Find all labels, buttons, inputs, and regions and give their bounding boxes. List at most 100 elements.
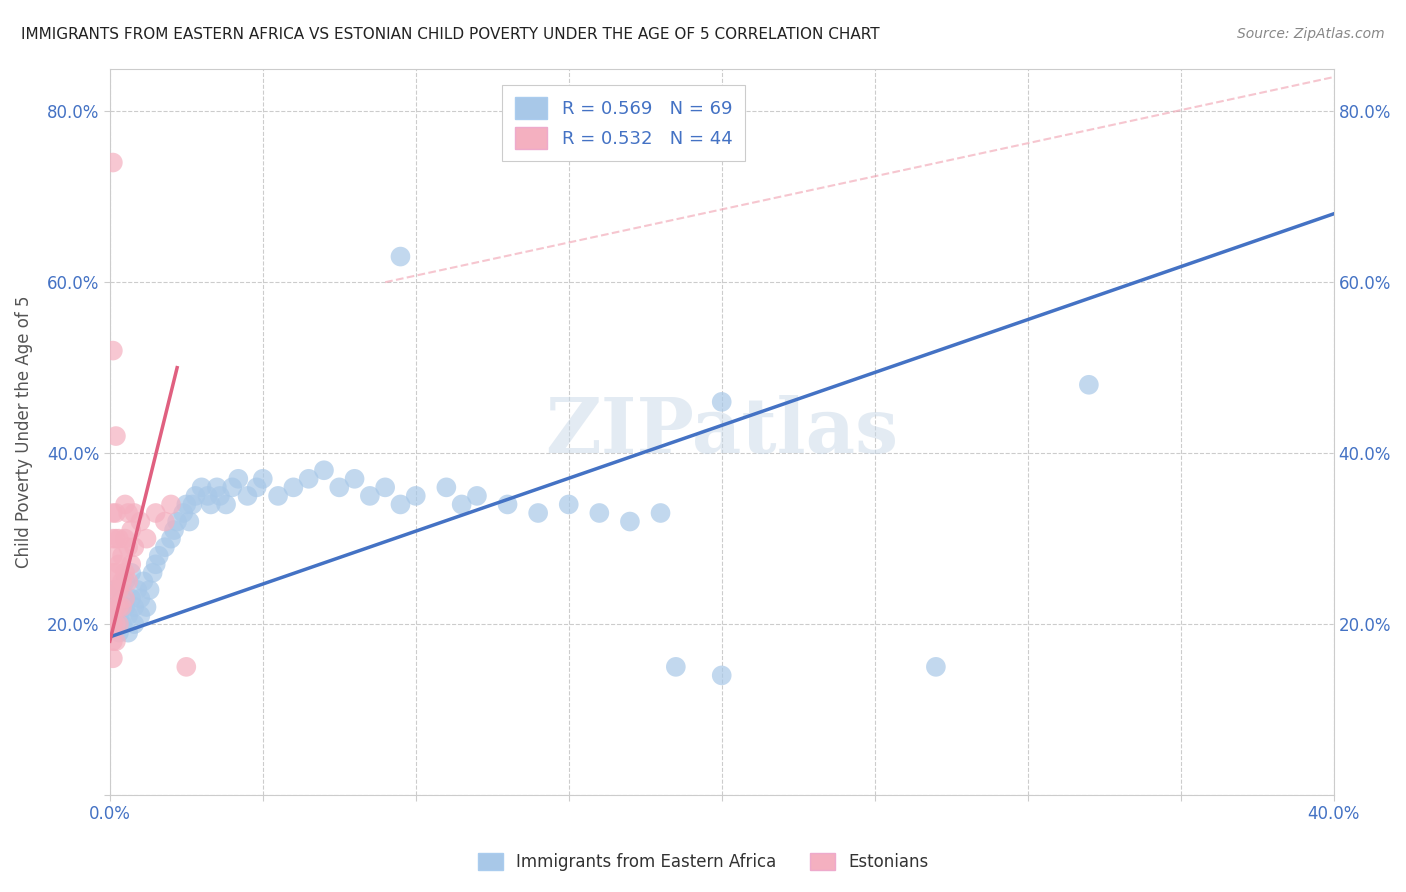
Point — [129, 515, 152, 529]
Point — [190, 480, 212, 494]
Point — [111, 591, 134, 606]
Text: ZIPatlas: ZIPatlas — [546, 395, 898, 469]
Point — [114, 574, 136, 589]
Point — [108, 608, 131, 623]
Point — [104, 532, 127, 546]
Point — [117, 540, 139, 554]
Point — [176, 660, 198, 674]
Point — [124, 506, 146, 520]
Point — [665, 660, 688, 674]
Point — [111, 549, 134, 563]
Point — [120, 566, 142, 580]
Point — [343, 472, 366, 486]
Point — [104, 634, 127, 648]
Point — [450, 498, 472, 512]
Point — [104, 506, 127, 520]
Point — [184, 489, 207, 503]
Point — [114, 498, 136, 512]
Point — [108, 582, 131, 597]
Point — [104, 617, 127, 632]
Point — [138, 582, 160, 597]
Point — [132, 574, 155, 589]
Point — [496, 498, 519, 512]
Point — [104, 617, 127, 632]
Point — [166, 515, 188, 529]
Point — [108, 532, 131, 546]
Point — [650, 506, 672, 520]
Point — [117, 608, 139, 623]
Point — [101, 582, 124, 597]
Y-axis label: Child Poverty Under the Age of 5: Child Poverty Under the Age of 5 — [15, 295, 32, 568]
Point — [101, 651, 124, 665]
Point — [246, 480, 269, 494]
Point — [111, 574, 134, 589]
Point — [179, 515, 201, 529]
Point — [135, 532, 157, 546]
Point — [172, 506, 194, 520]
Point — [619, 515, 641, 529]
Point — [1077, 377, 1099, 392]
Point — [527, 506, 550, 520]
Point — [710, 668, 733, 682]
Point — [111, 617, 134, 632]
Point — [104, 582, 127, 597]
Point — [117, 625, 139, 640]
Point — [208, 489, 231, 503]
Point — [127, 582, 149, 597]
Point — [120, 523, 142, 537]
Point — [200, 498, 222, 512]
Point — [114, 566, 136, 580]
Point — [124, 540, 146, 554]
Point — [221, 480, 243, 494]
Point — [145, 558, 167, 572]
Point — [104, 600, 127, 615]
Point — [108, 558, 131, 572]
Point — [215, 498, 238, 512]
Point — [108, 617, 131, 632]
Point — [120, 591, 142, 606]
Point — [145, 506, 167, 520]
Point — [142, 566, 165, 580]
Point — [389, 498, 412, 512]
Point — [135, 600, 157, 615]
Point — [114, 600, 136, 615]
Point — [226, 472, 249, 486]
Legend: Immigrants from Eastern Africa, Estonians: Immigrants from Eastern Africa, Estonian… — [470, 845, 936, 880]
Point — [101, 155, 124, 169]
Point — [283, 480, 305, 494]
Point — [104, 566, 127, 580]
Point — [124, 600, 146, 615]
Text: Source: ZipAtlas.com: Source: ZipAtlas.com — [1237, 27, 1385, 41]
Text: IMMIGRANTS FROM EASTERN AFRICA VS ESTONIAN CHILD POVERTY UNDER THE AGE OF 5 CORR: IMMIGRANTS FROM EASTERN AFRICA VS ESTONI… — [21, 27, 880, 42]
Point — [124, 617, 146, 632]
Point — [328, 480, 350, 494]
Point — [465, 489, 488, 503]
Point — [153, 515, 176, 529]
Point — [205, 480, 228, 494]
Point — [176, 498, 198, 512]
Point — [181, 498, 204, 512]
Point — [101, 532, 124, 546]
Point — [434, 480, 457, 494]
Point — [359, 489, 381, 503]
Point — [101, 343, 124, 358]
Point — [153, 540, 176, 554]
Point — [163, 523, 186, 537]
Point — [129, 608, 152, 623]
Point — [101, 634, 124, 648]
Point — [160, 498, 183, 512]
Point — [588, 506, 610, 520]
Point — [104, 429, 127, 443]
Point — [374, 480, 396, 494]
Point — [405, 489, 427, 503]
Point — [252, 472, 274, 486]
Point — [114, 591, 136, 606]
Point — [104, 582, 127, 597]
Point — [558, 498, 581, 512]
Point — [389, 250, 412, 264]
Legend: R = 0.569   N = 69, R = 0.532   N = 44: R = 0.569 N = 69, R = 0.532 N = 44 — [502, 85, 745, 161]
Point — [236, 489, 259, 503]
Point — [267, 489, 290, 503]
Point — [120, 558, 142, 572]
Point — [298, 472, 321, 486]
